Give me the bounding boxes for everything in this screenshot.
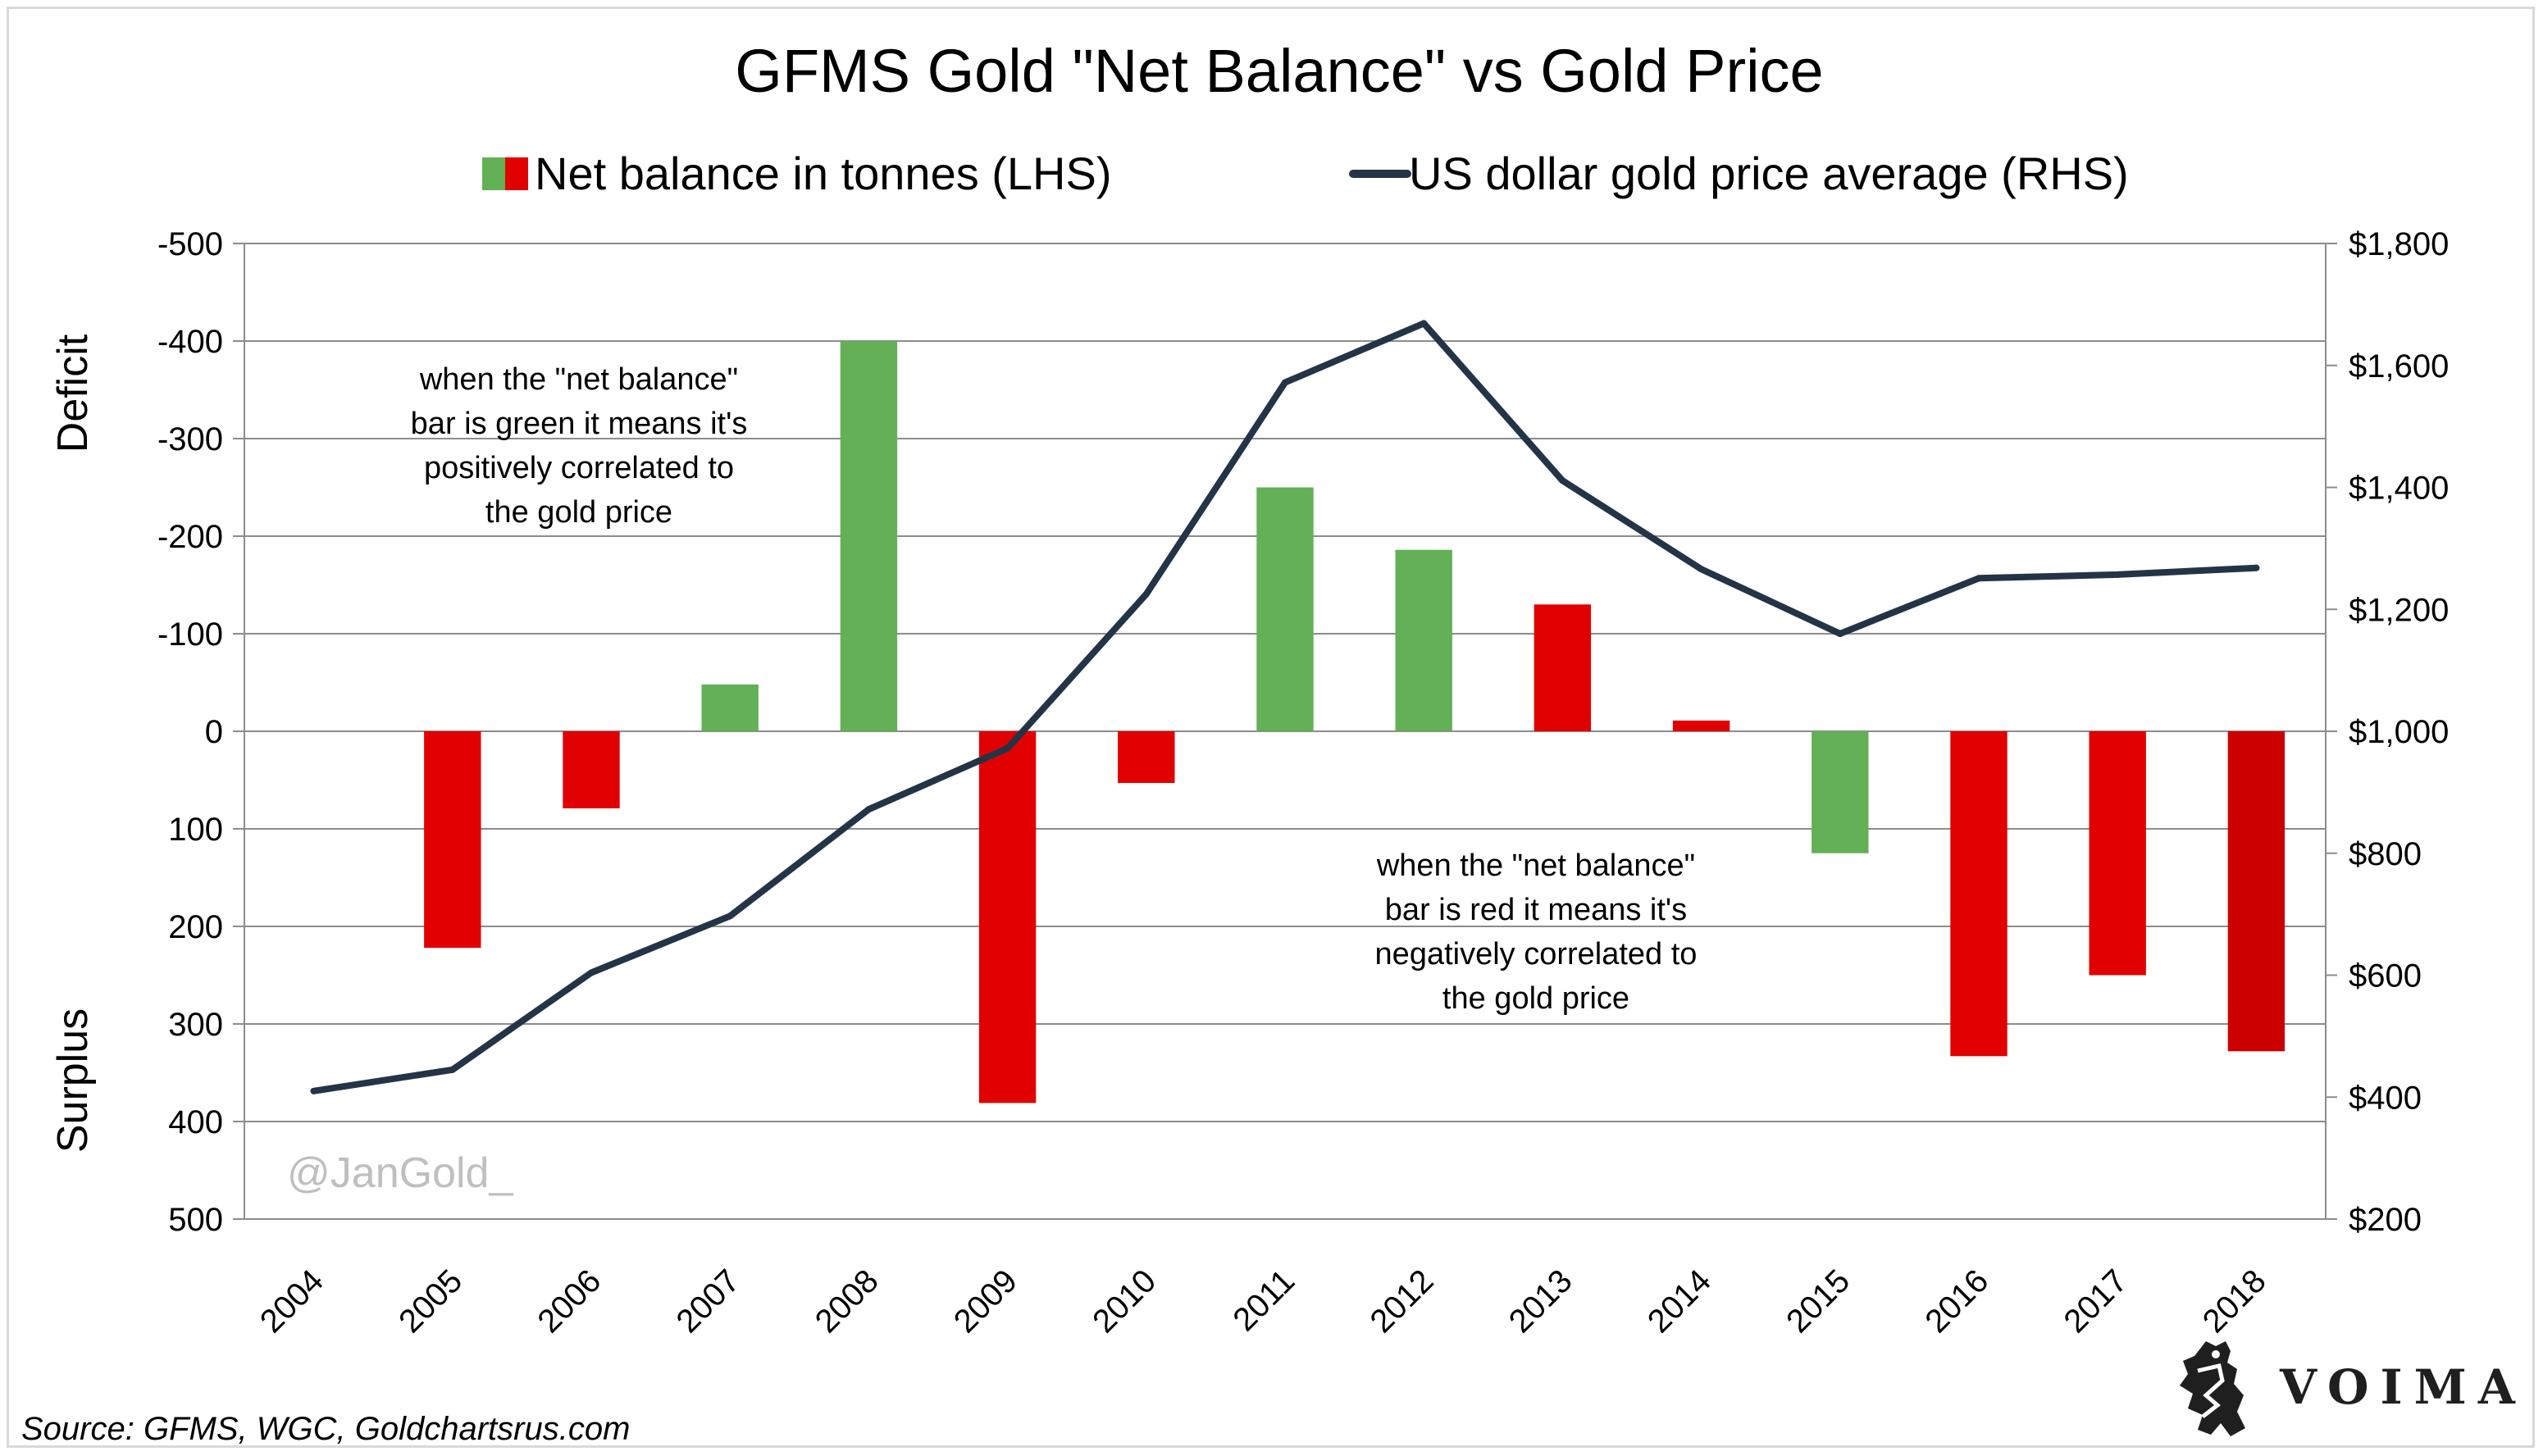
bar-2018 bbox=[2227, 731, 2286, 1052]
x-tick-label: 2018 bbox=[2196, 1263, 2273, 1340]
x-tick-label: 2014 bbox=[1641, 1263, 1718, 1340]
left-tick-label: 100 bbox=[168, 812, 223, 848]
bar-2007 bbox=[701, 684, 759, 731]
price-point-2008 bbox=[865, 806, 873, 813]
left-tick-label: 200 bbox=[168, 909, 223, 945]
right-tick-label: $200 bbox=[2349, 1202, 2422, 1238]
right-tick-label: $1,000 bbox=[2349, 714, 2449, 750]
price-point-2011 bbox=[1282, 379, 1288, 386]
bar-2014 bbox=[1672, 720, 1730, 731]
griffin-crest-icon bbox=[2180, 1341, 2245, 1436]
bar-2017 bbox=[2089, 731, 2146, 976]
bar-2010 bbox=[1118, 731, 1175, 784]
source-note: Source: GFMS, WGC, Goldchartsrus.com bbox=[21, 1411, 630, 1447]
bar-2015 bbox=[1812, 731, 1869, 853]
line-series bbox=[310, 320, 2260, 1094]
right-tick-label: $1,400 bbox=[2349, 471, 2449, 507]
bar-2005 bbox=[424, 731, 481, 949]
x-tick-label: 2008 bbox=[809, 1263, 886, 1340]
right-tick-label: $1,200 bbox=[2349, 592, 2449, 628]
annotation-line: when the "net balance" bbox=[1376, 849, 1695, 883]
x-tick-label: 2006 bbox=[531, 1263, 608, 1340]
legend-swatch-red bbox=[505, 157, 528, 190]
left-axis: -500 -400 -300 -200 -100 0 100 200 300 400 500 bbox=[157, 226, 245, 1238]
annotation-line: the gold price bbox=[1442, 981, 1629, 1016]
x-tick-label: 2017 bbox=[2058, 1263, 2135, 1340]
price-point-2016 bbox=[1976, 575, 1982, 582]
x-tick-label: 2007 bbox=[670, 1263, 747, 1340]
legend-bar-label: Net balance in tonnes (LHS) bbox=[535, 148, 1112, 199]
price-point-2014 bbox=[1698, 566, 1705, 573]
chart-title: GFMS Gold "Net Balance" vs Gold Price bbox=[735, 37, 1823, 105]
right-tick-label: $600 bbox=[2349, 958, 2422, 994]
right-tick-label: $400 bbox=[2349, 1080, 2422, 1116]
bar-2008 bbox=[840, 341, 898, 731]
right-tick-label: $1,600 bbox=[2349, 348, 2449, 384]
right-tick-label: $1,800 bbox=[2349, 226, 2449, 262]
bar-2011 bbox=[1256, 487, 1314, 731]
bar-2006 bbox=[563, 731, 620, 809]
annotation-line: positively correlated to bbox=[424, 451, 734, 485]
legend: Net balance in tonnes (LHS) US dollar go… bbox=[482, 148, 2129, 199]
price-point-2009 bbox=[1004, 744, 1011, 752]
annotation-line: bar is red it means it's bbox=[1385, 893, 1687, 927]
left-tick-label: 0 bbox=[205, 714, 223, 750]
watermark: @JanGold_ bbox=[287, 1149, 513, 1197]
brand-name: VOIMA bbox=[2279, 1359, 2527, 1415]
left-tick-label: 500 bbox=[168, 1202, 223, 1238]
x-tick-label: 2011 bbox=[1226, 1263, 1301, 1338]
x-tick-label: 2016 bbox=[1918, 1263, 1995, 1340]
left-tick-label: -500 bbox=[157, 226, 223, 262]
bar-series bbox=[424, 341, 2286, 1103]
price-point-2017 bbox=[2114, 571, 2121, 578]
right-axis: $200 $400 $600 $800 $1,000 $1,200 $1,400 $1,600… bbox=[2325, 226, 2449, 1238]
annotation-line: negatively correlated to bbox=[1375, 937, 1698, 971]
surplus-label: Surplus bbox=[49, 1008, 97, 1153]
x-tick-label: 2015 bbox=[1780, 1263, 1857, 1340]
price-point-2013 bbox=[1559, 477, 1566, 485]
x-tick-label: 2004 bbox=[253, 1263, 330, 1340]
left-tick-label: -400 bbox=[157, 324, 223, 360]
left-tick-label: 400 bbox=[168, 1104, 223, 1140]
annotation-red: when the "net balance" bar is red it mean… bbox=[1375, 849, 1698, 1016]
annotation-line: the gold price bbox=[485, 495, 672, 530]
x-axis: 2004 2005 2006 2007 2008 2009 2010 2011 2012 2013… bbox=[253, 1263, 2273, 1340]
left-tick-label: -100 bbox=[157, 617, 223, 653]
price-point-2010 bbox=[1142, 590, 1150, 598]
bar-2009 bbox=[978, 731, 1037, 1103]
left-tick-label: -300 bbox=[157, 421, 223, 457]
price-point-2018 bbox=[2253, 564, 2260, 571]
right-tick-label: $800 bbox=[2349, 836, 2422, 872]
bar-2016 bbox=[1950, 731, 2008, 1057]
chart-frame bbox=[7, 7, 2535, 1448]
price-point-2006 bbox=[588, 969, 595, 976]
annotation-line: bar is green it means it's bbox=[411, 407, 748, 441]
x-tick-label: 2013 bbox=[1502, 1263, 1579, 1340]
x-tick-label: 2009 bbox=[947, 1263, 1024, 1340]
x-tick-label: 2012 bbox=[1364, 1263, 1441, 1340]
price-point-2004 bbox=[310, 1087, 317, 1094]
annotation-line: when the "net balance" bbox=[419, 362, 738, 397]
annotation-green: when the "net balance" bar is green it me… bbox=[411, 362, 748, 530]
bar-2013 bbox=[1534, 604, 1592, 731]
left-tick-label: 300 bbox=[168, 1007, 223, 1043]
legend-line-label: US dollar gold price average (RHS) bbox=[1409, 148, 2129, 199]
x-tick-label: 2005 bbox=[392, 1263, 469, 1340]
deficit-label: Deficit bbox=[49, 334, 97, 453]
price-point-2005 bbox=[449, 1066, 456, 1073]
bar-2012 bbox=[1395, 549, 1452, 731]
price-point-2007 bbox=[727, 912, 734, 920]
x-tick-label: 2010 bbox=[1086, 1263, 1163, 1340]
left-tick-label: -200 bbox=[157, 519, 223, 555]
legend-swatch-green bbox=[482, 157, 505, 190]
price-point-2012 bbox=[1420, 320, 1428, 327]
price-point-2015 bbox=[1836, 630, 1843, 637]
